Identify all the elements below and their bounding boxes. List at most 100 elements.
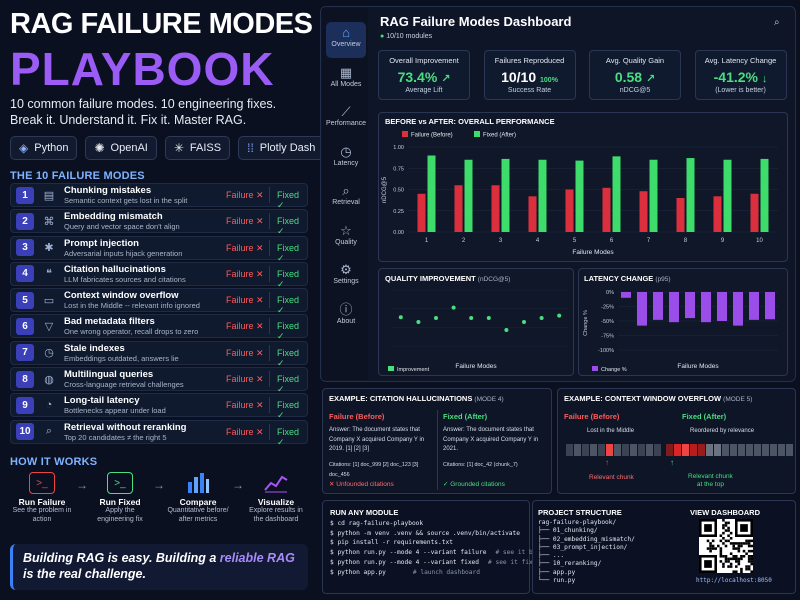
kpi-label: Avg. Quality Gain bbox=[605, 56, 665, 65]
divider bbox=[269, 423, 270, 440]
qr-code[interactable] bbox=[699, 519, 753, 573]
tagline-1: 10 common failure modes. 10 engineering … bbox=[10, 97, 277, 111]
example2-after-label: Fixed (After) bbox=[682, 412, 727, 421]
chunk-block bbox=[730, 444, 737, 456]
failure-label[interactable]: Failure ✕ bbox=[226, 268, 264, 279]
nav-item-overview[interactable]: ⌂ Overview bbox=[326, 22, 366, 58]
y-axis-label: Change % bbox=[583, 310, 589, 336]
nav-item-retrieval[interactable]: ⌕ Retrieval bbox=[326, 180, 366, 216]
kpi-label: Overall Improvement bbox=[389, 56, 459, 65]
failure-label[interactable]: Failure ✕ bbox=[226, 374, 264, 385]
qr-module bbox=[740, 555, 743, 558]
fixed-label[interactable]: Fixed ✓ bbox=[277, 400, 300, 421]
failure-mode-desc: Semantic context gets lost in the split bbox=[64, 196, 188, 205]
qr-module bbox=[745, 565, 748, 568]
nav-item-performance[interactable]: ⟋ Performance bbox=[326, 101, 366, 137]
kpi-sub: (Lower is better) bbox=[715, 87, 766, 94]
nav-label: Performance bbox=[326, 120, 367, 127]
fixed-label[interactable]: Fixed ✓ bbox=[277, 426, 300, 447]
fixed-label[interactable]: Fixed ✓ bbox=[277, 216, 300, 237]
fixed-label[interactable]: Fixed ✓ bbox=[277, 321, 300, 342]
step-compare: Compare Quantitative before/ after metri… bbox=[166, 472, 230, 524]
divider bbox=[269, 265, 270, 282]
qr-module bbox=[719, 534, 723, 537]
failure-mode-row[interactable]: 5 ▭ Context window overflow Lost in the Mid… bbox=[10, 288, 308, 315]
failure-mode-row[interactable]: 2 ⌘ Embedding mismatch Query and vector spa… bbox=[10, 209, 308, 236]
qr-finder bbox=[740, 524, 748, 532]
nav-item-all-modes[interactable]: ▦ All Modes bbox=[326, 62, 366, 98]
chunk-block bbox=[566, 444, 573, 456]
failure-mode-row[interactable]: 1 ▤ Chunking mistakes Semantic context gets… bbox=[10, 183, 308, 210]
nav-item-settings[interactable]: ⚙ Settings bbox=[326, 259, 366, 295]
failure-label[interactable]: Failure ✕ bbox=[226, 295, 264, 306]
info-icon: ⓘ bbox=[339, 301, 353, 317]
qr-module bbox=[729, 542, 733, 545]
failure-mode-name: Stale indexes bbox=[64, 342, 125, 354]
y-tick-label: 0.50 bbox=[393, 188, 404, 194]
failure-mode-row[interactable]: 10 ⌕ Retrieval without reranking Top 20 can… bbox=[10, 419, 308, 447]
search-icon[interactable]: ⌕ bbox=[774, 17, 780, 28]
failure-label[interactable]: Failure ✕ bbox=[226, 216, 264, 227]
qr-module bbox=[737, 549, 741, 553]
legend-label: Failure (Before) bbox=[411, 133, 453, 139]
example2-after-footer: Relevant chunk at the top bbox=[688, 473, 733, 488]
chunk-block bbox=[574, 444, 581, 456]
qr-module bbox=[722, 562, 725, 566]
nav-item-quality[interactable]: ☆ Quality bbox=[326, 220, 366, 256]
failure-mode-row[interactable]: 8 ◍ Multilingual queries Cross-language ret… bbox=[10, 367, 308, 394]
qr-module bbox=[732, 570, 735, 573]
chunk-block bbox=[754, 444, 761, 456]
failure-mode-row[interactable]: 6 ▽ Bad metadata filters One wrong operator… bbox=[10, 314, 308, 341]
quality-improvement-chart: Improvement Failure Modes bbox=[388, 289, 568, 373]
document-icon: ▤ bbox=[43, 189, 55, 202]
failure-mode-row[interactable]: 9 ◔ Long-tail latency Bottlenecks appear un… bbox=[10, 393, 308, 420]
failure-label[interactable]: Failure ✕ bbox=[226, 190, 264, 200]
qr-module bbox=[735, 542, 738, 545]
fixed-label[interactable]: Fixed ✓ bbox=[277, 242, 300, 263]
qr-module bbox=[722, 537, 725, 540]
latency-bar bbox=[637, 292, 647, 326]
failure-mode-number: 1 bbox=[16, 186, 34, 204]
page-title-line1: RAG FAILURE MODES bbox=[10, 8, 313, 40]
failure-mode-desc: Embeddings outdated, answers lie bbox=[64, 353, 179, 363]
failure-mode-name: Retrieval without reranking bbox=[64, 421, 187, 433]
failure-mode-row[interactable]: 3 ✱ Prompt injection Adversarial inputs hij… bbox=[10, 235, 308, 263]
qr-module bbox=[729, 552, 733, 555]
failure-mode-number: 8 bbox=[16, 370, 34, 388]
qr-module bbox=[735, 570, 738, 573]
legend-label: Change % bbox=[601, 367, 627, 373]
fixed-label[interactable]: Fixed ✓ bbox=[277, 190, 300, 210]
fixed-label[interactable]: Fixed ✓ bbox=[277, 268, 300, 289]
fixed-label[interactable]: Fixed ✓ bbox=[277, 295, 300, 316]
latency-change-chart: 0% -25% -50% -75% -100% Change % Change % Failu… bbox=[583, 290, 778, 373]
fixed-label[interactable]: Fixed ✓ bbox=[277, 374, 300, 395]
failure-mode-row[interactable]: 4 ❝ Citation hallucinations LLM fabricates … bbox=[10, 261, 308, 289]
run-module-code: $ cd rag-failure-playbook $ python -m ven… bbox=[330, 519, 548, 577]
failure-label[interactable]: Failure ✕ bbox=[226, 321, 264, 332]
failure-label[interactable]: Failure ✕ bbox=[226, 400, 264, 411]
kpi-card: Avg. Latency Change -41.2% ↓ (Lower is bet… bbox=[694, 50, 787, 100]
tech-stack: ◈ Python ✺ OpenAI ✳ FAISS ⁞⁞ Plotly Dash bbox=[10, 136, 325, 160]
failure-label[interactable]: Failure ✕ bbox=[226, 242, 264, 253]
failure-mode-row[interactable]: 7 ◷ Stale indexes Embeddings outdated, answ… bbox=[10, 340, 308, 368]
qr-module bbox=[722, 526, 725, 530]
failure-label[interactable]: Failure ✕ bbox=[226, 426, 264, 437]
scatter-point bbox=[504, 328, 509, 332]
chunk-block bbox=[714, 444, 721, 456]
failure-mode-number: 4 bbox=[16, 265, 34, 283]
openai-icon: ✺ bbox=[94, 141, 105, 155]
dashboard-url[interactable]: http://localhost:8050 bbox=[696, 577, 772, 584]
fixed-label[interactable]: Fixed ✓ bbox=[277, 347, 300, 368]
qr-module bbox=[709, 549, 712, 553]
bar-before bbox=[417, 193, 426, 232]
y-tick-label: 0% bbox=[606, 290, 614, 296]
failure-mode-desc: Top 20 candidates ≠ the right 5 bbox=[64, 432, 167, 442]
qr-module bbox=[724, 529, 728, 532]
failure-label[interactable]: Failure ✕ bbox=[226, 347, 264, 358]
qr-module bbox=[732, 555, 735, 558]
dashboard-status: ● 10/10 modules bbox=[380, 33, 433, 40]
dashboard-sidebar: ⌂ Overview ▦ All Modes ⟋ Performance ◷ Latency ⌕… bbox=[322, 8, 368, 380]
nav-item-about[interactable]: ⓘ About bbox=[326, 299, 366, 335]
nav-item-latency[interactable]: ◷ Latency bbox=[326, 141, 366, 177]
nav-label: Overview bbox=[331, 41, 361, 48]
